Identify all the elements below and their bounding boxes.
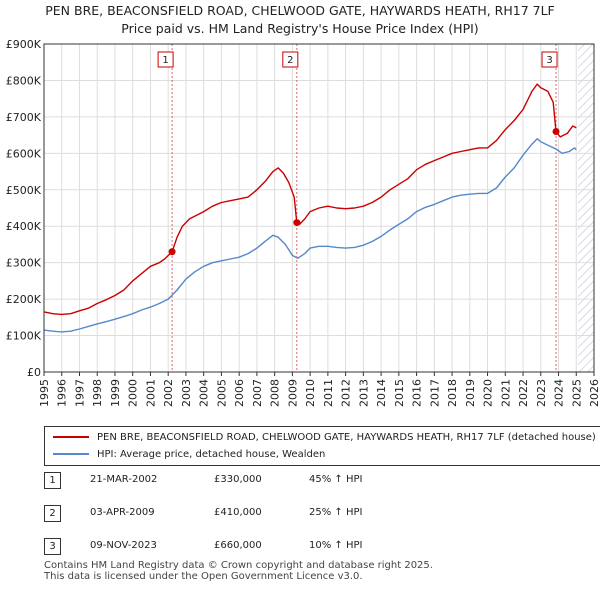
transaction-hpi: 10% ↑ HPI: [309, 540, 363, 551]
legend-red-line: [53, 436, 89, 438]
x-tick-label: 2022: [517, 379, 530, 407]
y-tick-label: £400K: [6, 220, 42, 233]
footer: Contains HM Land Registry data © Crown c…: [44, 560, 433, 582]
sale-label: 3: [546, 55, 552, 66]
sale-point: [168, 248, 176, 256]
legend: PEN BRE, BEACONSFIELD ROAD, CHELWOOD GAT…: [44, 426, 600, 466]
transaction-date: 03-APR-2009: [90, 507, 155, 518]
future-region: [578, 44, 594, 372]
y-tick-label: £0: [27, 366, 41, 379]
legend-item-property: PEN BRE, BEACONSFIELD ROAD, CHELWOOD GAT…: [53, 430, 596, 446]
transaction-hpi: 45% ↑ HPI: [309, 474, 363, 485]
y-tick-label: £800K: [6, 74, 42, 87]
x-tick-label: 2004: [198, 379, 211, 407]
footer-line-1: Contains HM Land Registry data © Crown c…: [44, 560, 433, 571]
x-tick-label: 2020: [482, 379, 495, 407]
x-tick-label: 2014: [375, 379, 388, 407]
x-tick-label: 2001: [144, 379, 157, 407]
transaction-number: 2: [44, 505, 61, 522]
transaction-date: 09-NOV-2023: [90, 540, 157, 551]
x-tick-label: 2009: [286, 379, 299, 407]
x-tick-label: 2011: [322, 379, 335, 407]
x-tick-label: 2026: [588, 379, 600, 407]
transaction-number: 1: [44, 472, 61, 489]
y-tick-label: £100K: [6, 330, 42, 343]
x-tick-label: 1998: [91, 379, 104, 407]
y-tick-label: £900K: [6, 38, 42, 51]
y-tick-label: £200K: [6, 293, 42, 306]
title-line-1: PEN BRE, BEACONSFIELD ROAD, CHELWOOD GAT…: [45, 3, 555, 18]
x-tick-label: 2002: [162, 379, 175, 407]
x-tick-label: 2013: [357, 379, 370, 407]
chart-title: PEN BRE, BEACONSFIELD ROAD, CHELWOOD GAT…: [0, 2, 600, 38]
x-tick-label: 2021: [499, 379, 512, 407]
price-chart: £0 £100K £200K £300K £400K £500K £600K £700K £80…: [6, 38, 600, 407]
legend-blue-line: [53, 453, 89, 455]
y-tick-label: £700K: [6, 111, 42, 124]
x-tick-label: 2007: [251, 379, 264, 407]
x-tick-label: 2018: [446, 379, 459, 407]
y-tick-label: £300K: [6, 257, 42, 270]
x-tick-label: 2023: [535, 379, 548, 407]
title-line-2: Price paid vs. HM Land Registry's House …: [121, 21, 479, 36]
x-tick-label: 2015: [393, 379, 406, 407]
transaction-date: 21-MAR-2002: [90, 474, 158, 485]
legend-blue-label: HPI: Average price, detached house, Weal…: [97, 449, 326, 460]
y-tick-label: £500K: [6, 184, 42, 197]
transaction-number: 3: [44, 538, 61, 555]
x-tick-label: 2016: [411, 379, 424, 407]
x-tick-label: 2025: [570, 379, 583, 407]
x-tick-label: 1997: [73, 379, 86, 407]
y-tick-label: £600K: [6, 147, 42, 160]
transaction-hpi: 25% ↑ HPI: [309, 507, 363, 518]
x-tick-label: 2003: [180, 379, 193, 407]
sale-label: 1: [162, 55, 168, 66]
x-tick-label: 2008: [269, 379, 282, 407]
transaction-price: £330,000: [214, 474, 262, 485]
transaction-row: 3 09-NOV-2023 £660,000 10% ↑ HPI: [44, 538, 444, 556]
transaction-row: 1 21-MAR-2002 £330,000 45% ↑ HPI: [44, 472, 444, 490]
footer-line-2: This data is licensed under the Open Gov…: [44, 571, 363, 582]
x-tick-label: 1996: [56, 379, 69, 407]
plot-frame: [43, 43, 595, 373]
legend-item-hpi: HPI: Average price, detached house, Weal…: [53, 447, 325, 463]
x-tick-label: 1999: [109, 379, 122, 407]
x-tick-label: 1995: [38, 379, 51, 407]
x-tick-label: 2024: [553, 379, 566, 407]
sale-label-box: [282, 51, 299, 68]
sale-label: 2: [287, 55, 293, 66]
sale-label-box: [157, 51, 174, 68]
x-tick-label: 2019: [464, 379, 477, 407]
legend-red-label: PEN BRE, BEACONSFIELD ROAD, CHELWOOD GAT…: [97, 432, 596, 443]
x-tick-label: 2012: [340, 379, 353, 407]
x-tick-label: 2010: [304, 379, 317, 407]
x-tick-label: 2006: [233, 379, 246, 407]
sale-point: [552, 127, 560, 135]
property-series-line: [43, 83, 577, 316]
x-tick-label: 2017: [428, 379, 441, 407]
x-tick-label: 2000: [127, 379, 140, 407]
transaction-price: £410,000: [214, 507, 262, 518]
sale-label-box: [541, 51, 558, 68]
hpi-series-line: [43, 138, 577, 333]
transaction-row: 2 03-APR-2009 £410,000 25% ↑ HPI: [44, 505, 444, 523]
transaction-price: £660,000: [214, 540, 262, 551]
x-tick-label: 2005: [215, 379, 228, 407]
sale-point: [293, 219, 301, 227]
